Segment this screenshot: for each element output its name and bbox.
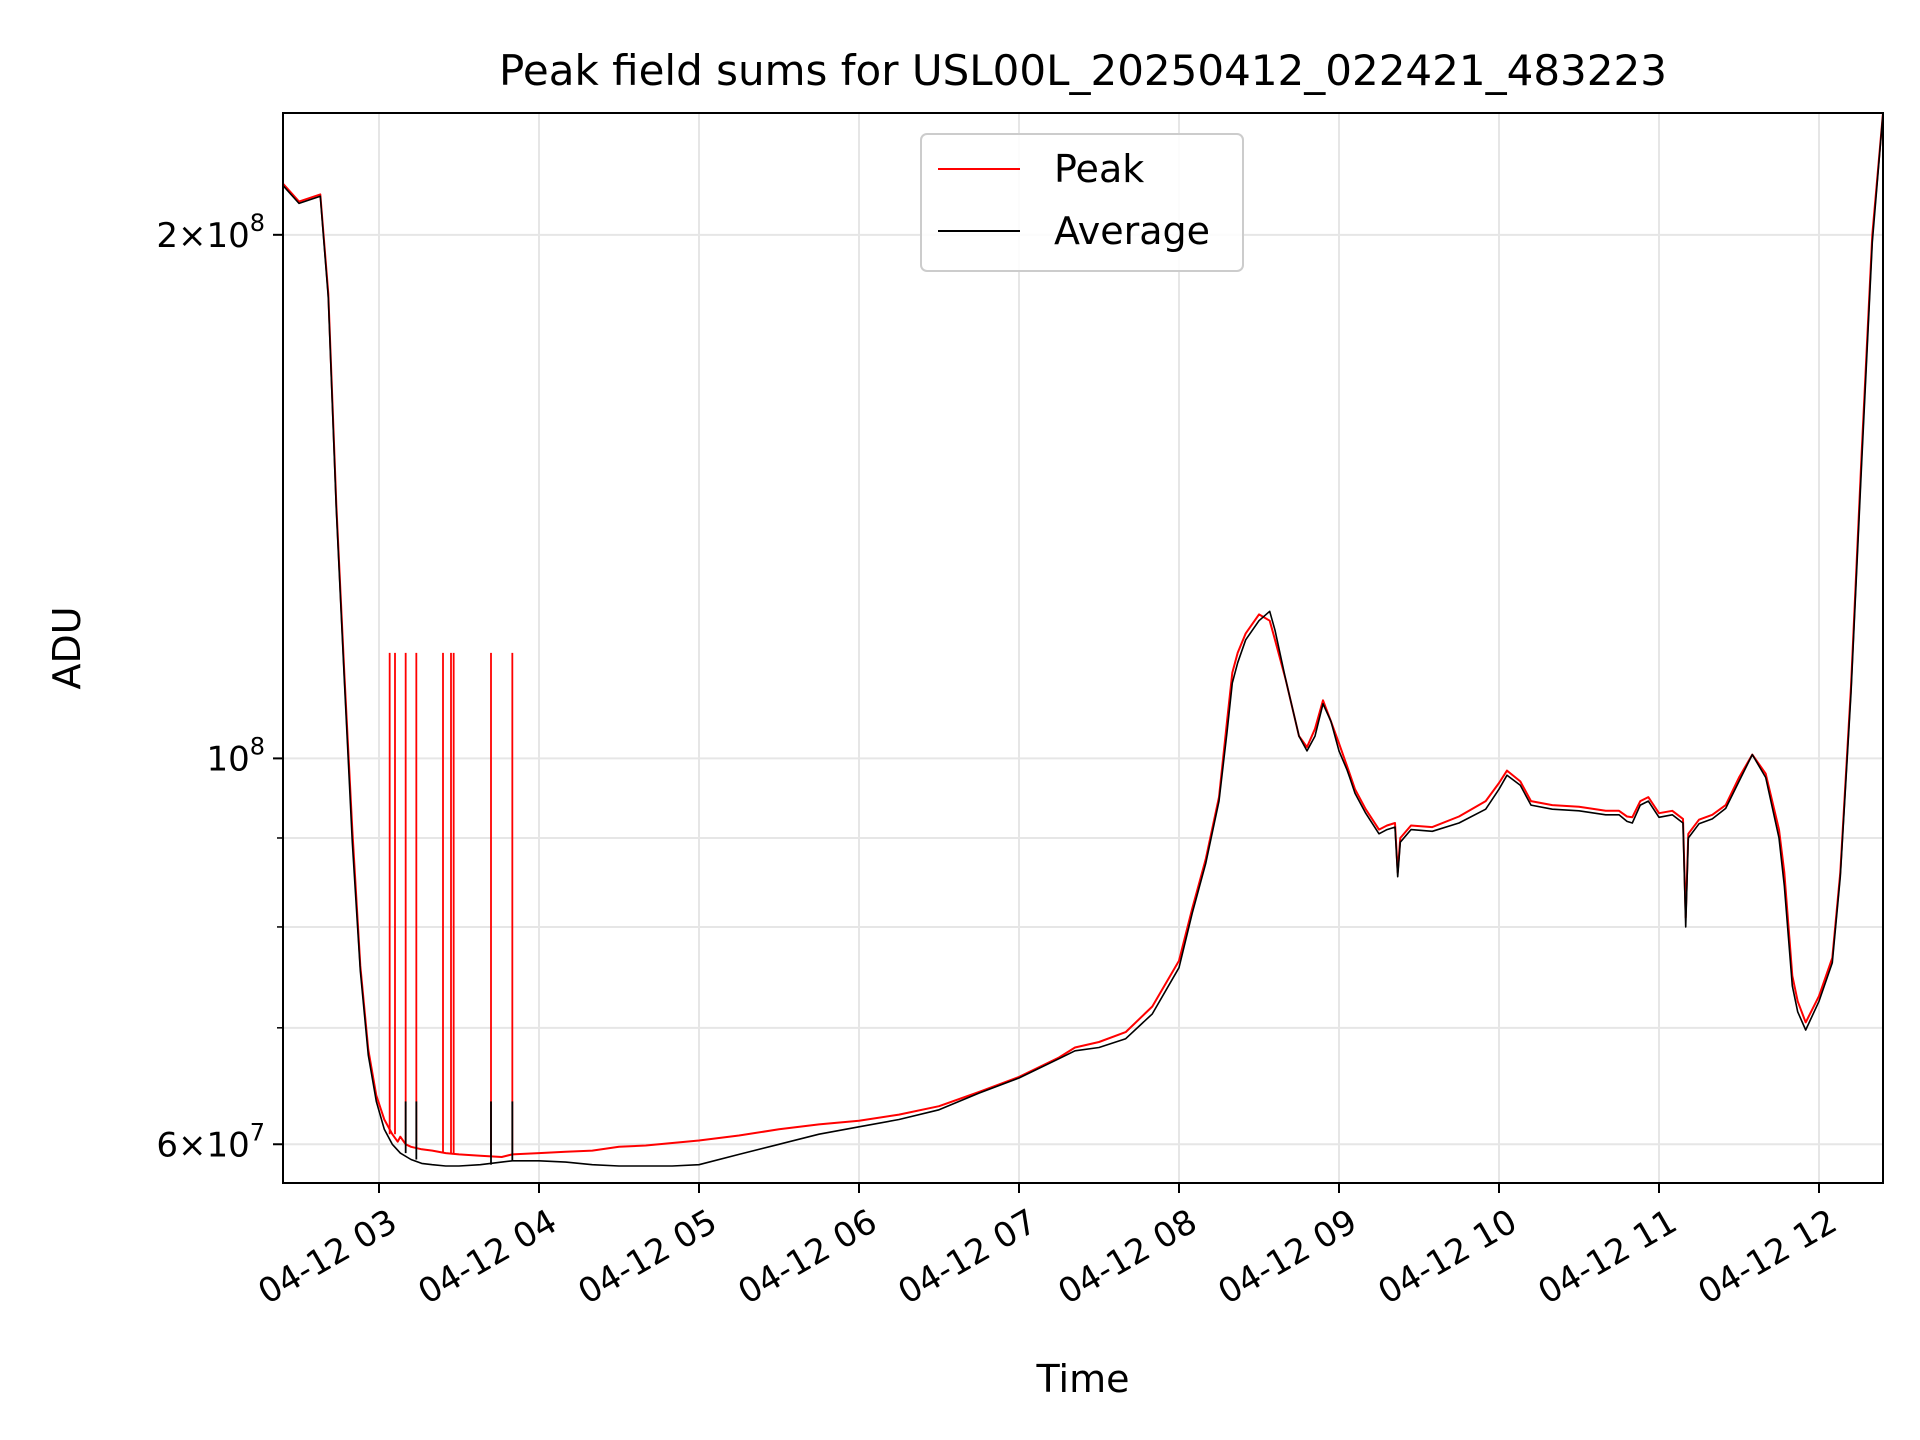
x-tick-label: 04-12 04 [412, 1202, 564, 1313]
y-axis-label: ADU [45, 606, 89, 689]
x-tick-label: 04-12 03 [252, 1202, 404, 1313]
legend-average-label: Average [1054, 209, 1210, 253]
x-axis-ticks: 04-12 03 04-12 04 04-12 05 04-12 06 04-12 07… [252, 1183, 1844, 1313]
x-tick-label: 04-12 11 [1532, 1202, 1684, 1313]
legend: Peak Average [920, 133, 1244, 272]
legend-peak-label: Peak [1054, 147, 1144, 191]
x-tick-label: 04-12 05 [572, 1202, 724, 1313]
x-tick-label: 04-12 08 [1052, 1202, 1204, 1313]
x-tick-label: 04-12 10 [1372, 1202, 1524, 1313]
chart-title: Peak field sums for USL00L_20250412_0224… [499, 46, 1667, 95]
x-tick-label: 04-12 09 [1212, 1202, 1364, 1313]
line-average [283, 113, 1883, 1167]
grid [283, 113, 1883, 1183]
x-tick-label: 04-12 07 [892, 1202, 1044, 1313]
series-average [283, 113, 1883, 1167]
x-tick-label: 04-12 06 [732, 1202, 884, 1313]
x-tick-label: 04-12 12 [1692, 1202, 1844, 1313]
y-tick-label: 6×107 [156, 1118, 265, 1165]
y-tick-label: 108 [206, 732, 265, 779]
x-axis-label: Time [1036, 1357, 1130, 1401]
y-axis-ticks: 6×107 108 2×108 [156, 209, 283, 1165]
plot-area-frame [282, 112, 1884, 1184]
series-group [283, 113, 1883, 1167]
y-tick-label: 2×108 [156, 209, 265, 256]
